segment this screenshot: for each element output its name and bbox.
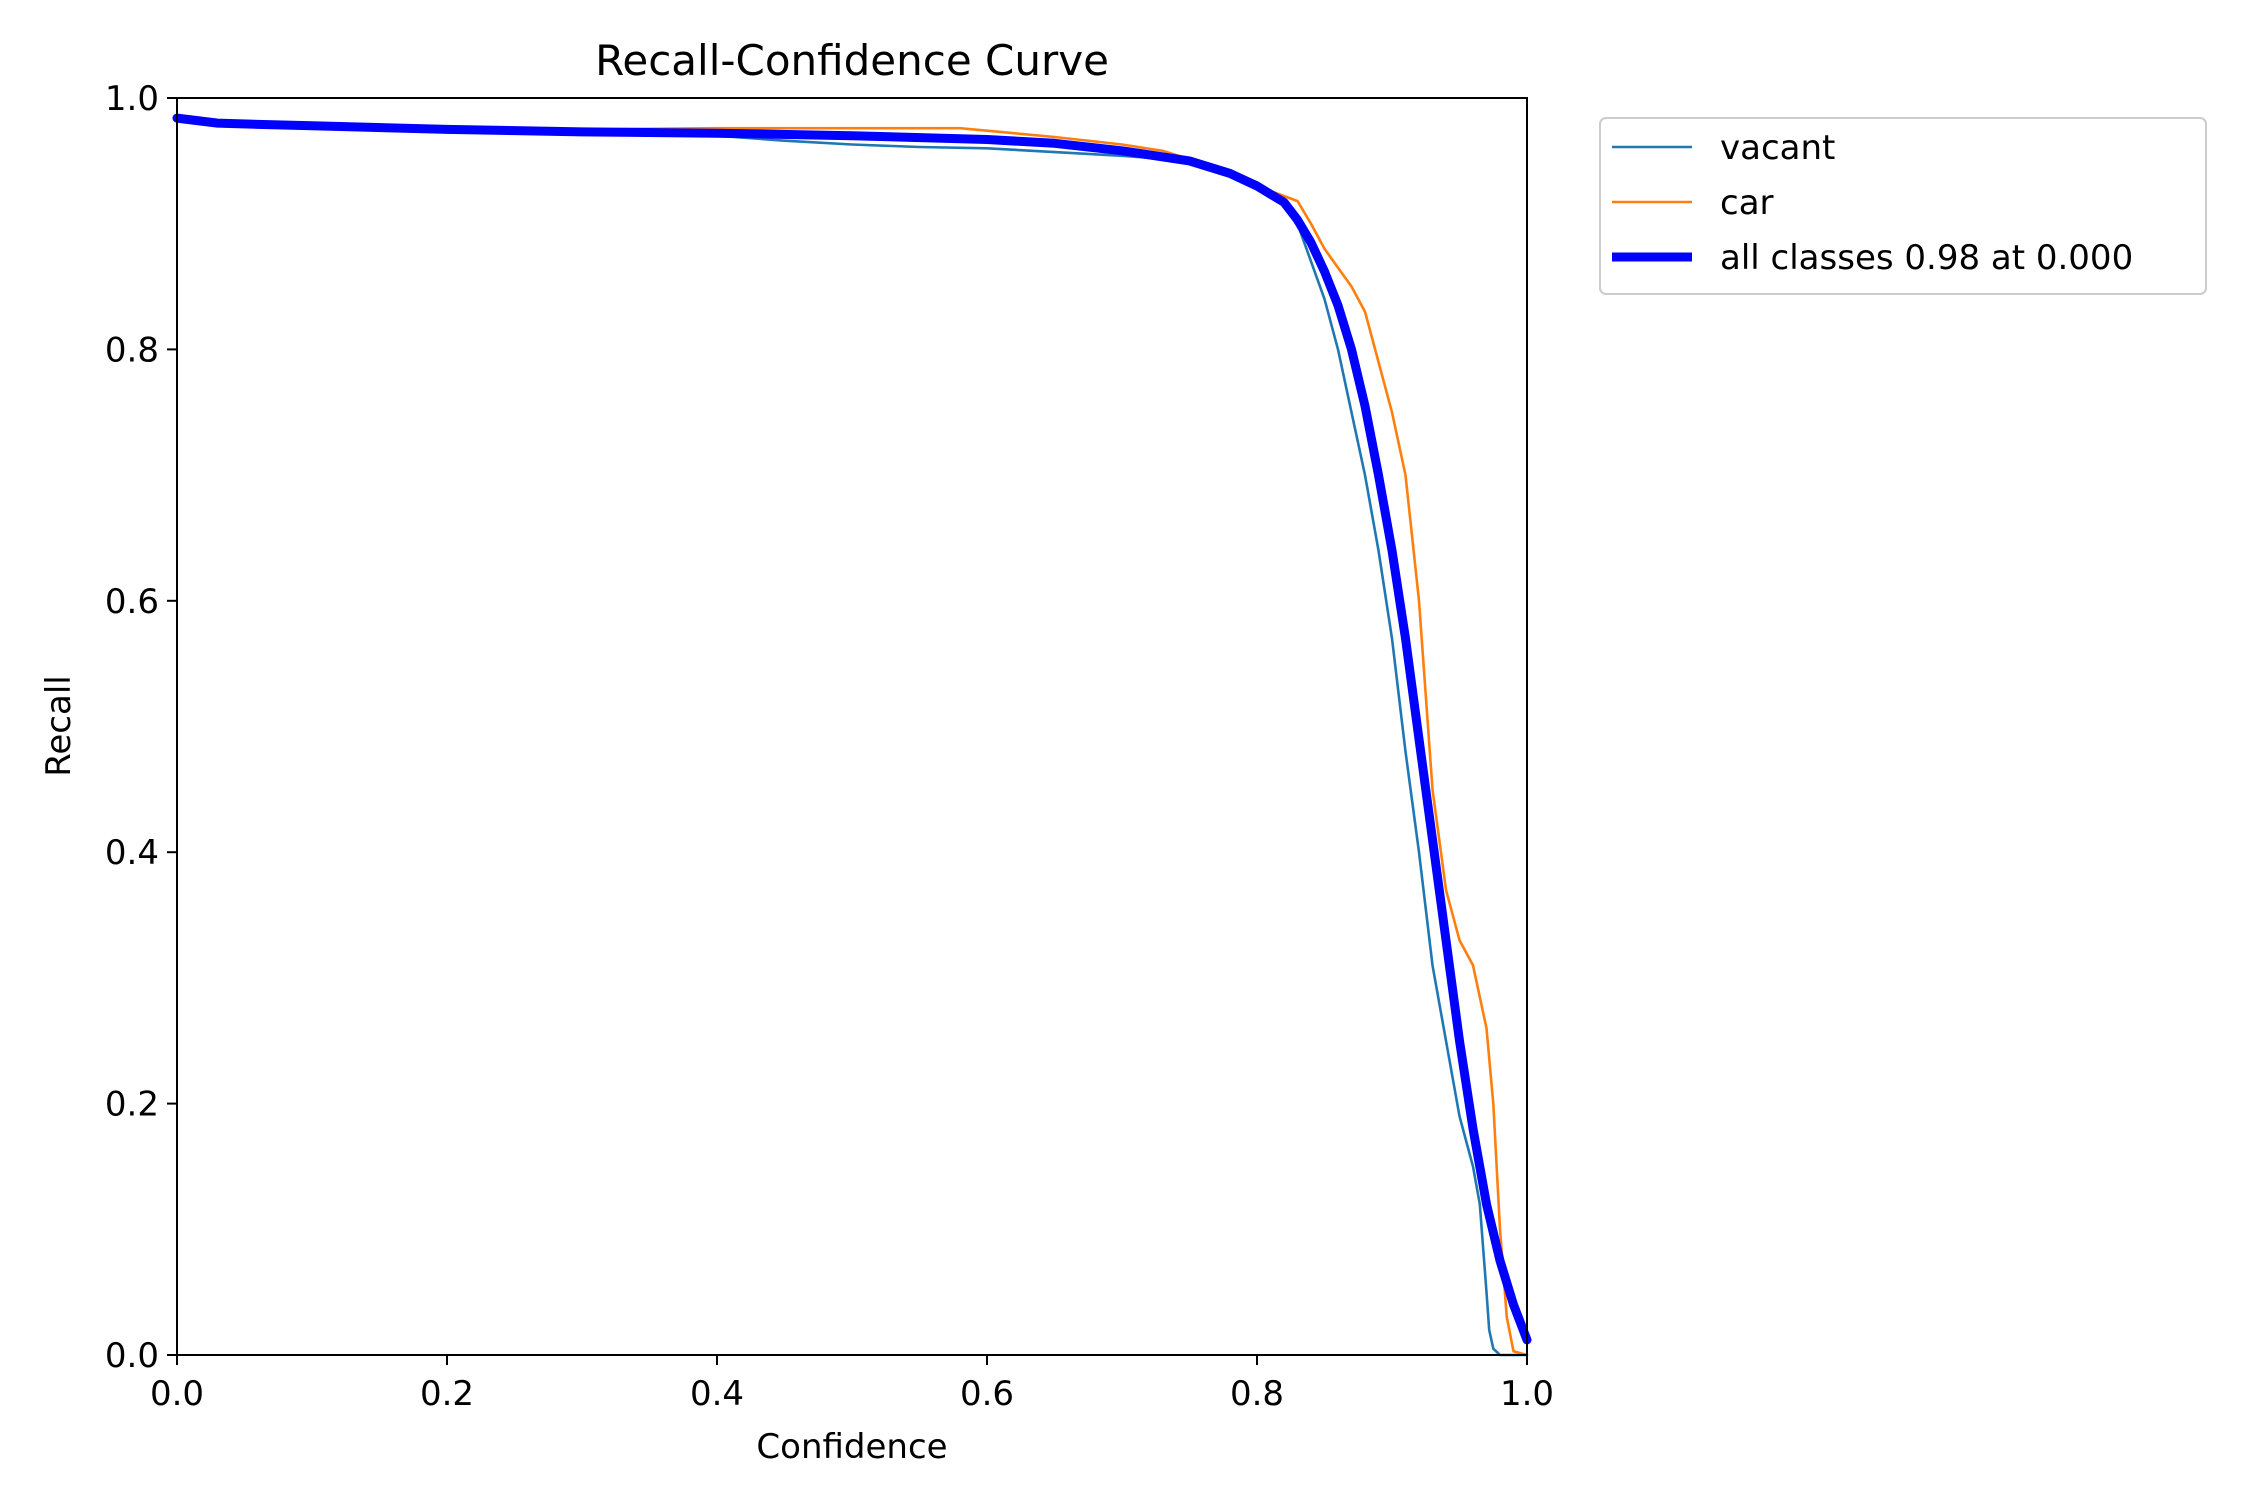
y-tick-label: 0.2 (105, 1085, 159, 1125)
x-tick-label: 0.2 (420, 1374, 474, 1414)
legend-label-1: car (1720, 183, 1774, 223)
series-layer (172, 113, 1532, 1357)
series-line-0 (175, 116, 1529, 1357)
y-tick-label: 1.0 (105, 79, 159, 119)
y-axis-label: Recall (39, 675, 79, 776)
x-tick-label: 0.4 (690, 1374, 744, 1414)
y-tick-label: 0.8 (105, 330, 159, 370)
y-tick-label: 0.6 (105, 582, 159, 622)
x-tick-label: 0.6 (960, 1374, 1014, 1414)
x-axis: 0.0 0.2 0.4 0.6 0.8 1.0 (150, 1355, 1554, 1414)
legend-box (1599, 117, 2207, 295)
series-line-2 (172, 113, 1532, 1345)
chart-title: Recall-Confidence Curve (595, 36, 1109, 85)
legend-label-0: vacant (1720, 128, 1835, 168)
x-axis-label: Confidence (756, 1427, 947, 1467)
x-tick-label: 0.0 (150, 1374, 204, 1414)
y-tick-label: 0.0 (105, 1336, 159, 1376)
legend-label-2: all classes 0.98 at 0.000 (1720, 238, 2133, 278)
legend: vacant car all classes 0.98 at 0.000 (1599, 117, 2207, 295)
series-line-1 (175, 116, 1529, 1357)
plot-frame (176, 97, 1528, 1356)
y-axis: 0.0 0.2 0.4 0.6 0.8 1.0 (105, 79, 177, 1376)
x-tick-label: 1.0 (1500, 1374, 1554, 1414)
x-tick-label: 0.8 (1230, 1374, 1284, 1414)
y-tick-label: 0.4 (105, 833, 159, 873)
